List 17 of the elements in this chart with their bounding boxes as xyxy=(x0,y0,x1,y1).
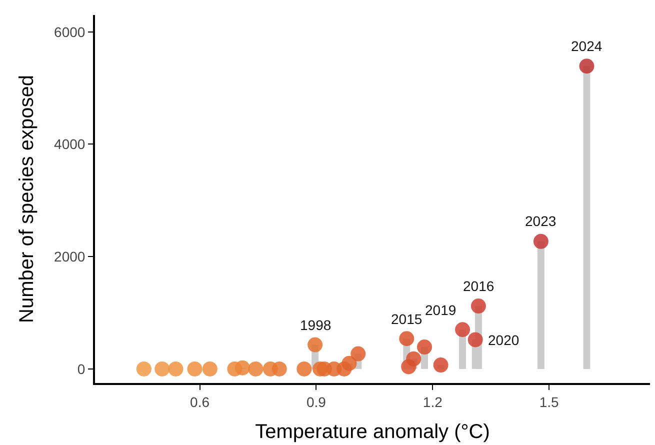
y-axis-title: Number of species exposed xyxy=(16,75,38,323)
x-tick-label: 1.2 xyxy=(422,394,443,410)
annotation: 2020 xyxy=(488,332,520,348)
x-tick-label: 1.5 xyxy=(539,394,560,410)
y-tick-label: 0 xyxy=(77,360,86,377)
y-tick-label: 4000 xyxy=(54,136,86,152)
annotation: 1998 xyxy=(300,317,332,333)
x-tick-label: 0.6 xyxy=(190,394,210,410)
x-axis-title: Temperature anomaly (°C) xyxy=(255,420,490,443)
y-tick-label: 6000 xyxy=(54,24,86,40)
annotation: 2016 xyxy=(463,278,494,294)
annotation: 2024 xyxy=(571,38,602,54)
y-tick-label: 2000 xyxy=(54,248,86,264)
annotation: 2015 xyxy=(391,311,422,327)
annotation: 2023 xyxy=(525,213,556,229)
annotation: 2019 xyxy=(425,302,456,318)
x-tick-label: 0.9 xyxy=(306,394,326,410)
